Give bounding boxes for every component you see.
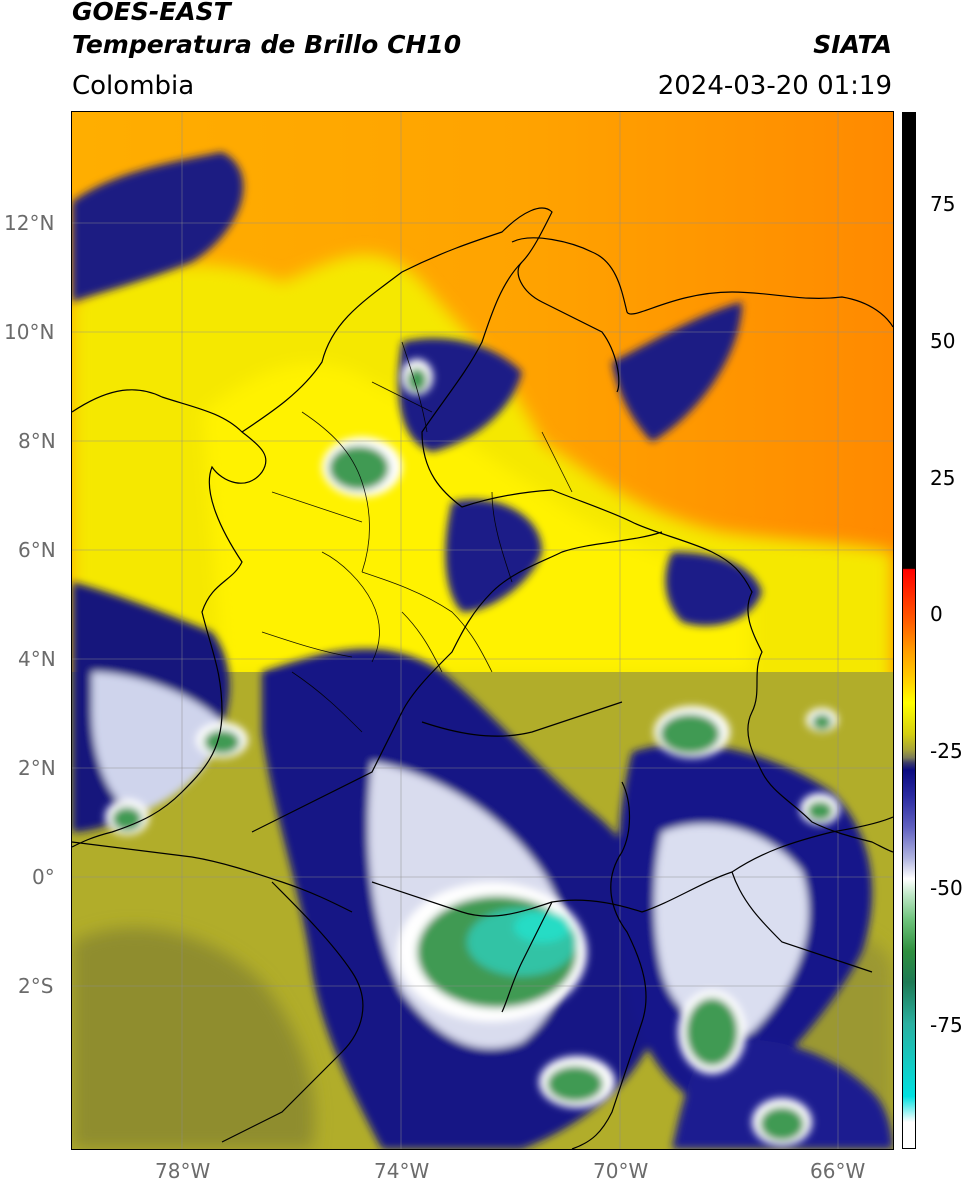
colorbar-label-minus25: -25 bbox=[930, 739, 963, 763]
olive-dark-south bbox=[72, 927, 315, 1149]
lat-label-10n: 10°N bbox=[4, 320, 55, 344]
colorbar-label-minus75: -75 bbox=[930, 1013, 963, 1037]
lon-label-74w: 74°W bbox=[374, 1159, 430, 1183]
lat-label-8n: 8°N bbox=[18, 429, 56, 453]
lat-label-0: 0° bbox=[32, 865, 55, 889]
colorbar-label-25: 25 bbox=[930, 466, 956, 490]
lat-label-6n: 6°N bbox=[18, 538, 56, 562]
lon-label-78w: 78°W bbox=[155, 1159, 211, 1183]
borders bbox=[72, 207, 893, 1149]
colorbar-label-0: 0 bbox=[930, 602, 943, 626]
lon-label-66w: 66°W bbox=[810, 1159, 866, 1183]
map-canvas bbox=[72, 112, 893, 1149]
region-label: Colombia bbox=[72, 71, 195, 101]
lat-label-12n: 12°N bbox=[4, 211, 55, 235]
datetime-label: 2024-03-20 01:19 bbox=[657, 71, 892, 101]
title-line-1: GOES-EAST bbox=[72, 0, 231, 26]
lat-label-2n: 2°N bbox=[18, 756, 56, 780]
gridlines bbox=[72, 112, 893, 1149]
title-line-2: Temperatura de Brillo CH10 bbox=[72, 30, 462, 59]
cold-cloud-tops bbox=[105, 359, 840, 1146]
internal-borders bbox=[261, 341, 573, 733]
colorbar-label-minus50: -50 bbox=[930, 876, 963, 900]
colorbar-label-75: 75 bbox=[930, 192, 956, 216]
lat-label-2s: 2°S bbox=[18, 974, 54, 998]
colorbar bbox=[902, 112, 916, 1149]
brand-label: SIATA bbox=[813, 30, 892, 59]
colorbar-label-50: 50 bbox=[930, 329, 956, 353]
satellite-map[interactable] bbox=[72, 112, 893, 1149]
lon-label-70w: 70°W bbox=[593, 1159, 649, 1183]
lat-label-4n: 4°N bbox=[18, 647, 56, 671]
